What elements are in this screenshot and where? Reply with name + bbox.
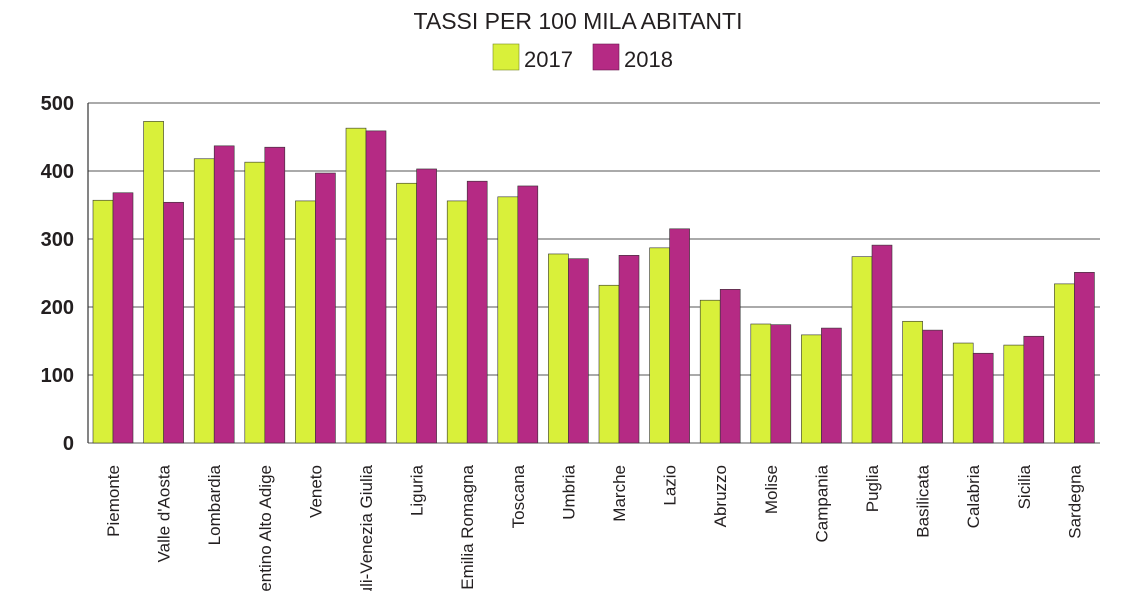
x-category-label: Sicilia [1015,464,1034,509]
bar-2017-sicilia [1003,344,1025,444]
bar-2017-sardegna [1054,283,1075,444]
x-category-label: Abruzzo [711,465,730,527]
y-tick-label: 500 [41,93,74,115]
y-tick-label: 300 [41,229,74,251]
bar-2017-lombardia [193,158,215,444]
bar-2017-umbria [548,253,569,444]
bar-2017-campania [801,334,822,444]
x-category-label: Basilicata [914,464,933,537]
x-category-label: Piemonte [104,465,123,537]
bar-2017-basilicata [902,320,923,444]
x-category-label: Calabria [964,464,983,528]
bar-2017-calabria [952,342,974,444]
bar-2018-lombardia [213,145,235,444]
bar-2017-puglia [851,256,873,444]
x-category-label: Lombardia [205,464,224,545]
bar-2018-valle-d-aosta [163,201,184,444]
bar-2017-liguria [396,182,417,444]
bar-2018-veneto [315,172,336,444]
y-tick-label: 100 [41,365,74,387]
x-category-label: Liguria [408,464,427,516]
bar-2018-basilicata [922,329,943,444]
bar-2017-marche [598,284,620,444]
bar-2018-trentino-alto-adige [264,146,286,444]
bar-2018-emilia-romagna [466,180,488,444]
bar-2017-emilia-romagna [446,200,468,444]
bar-2018-abruzzo [719,289,741,444]
legend-label-2018: 2018 [624,47,673,72]
bar-2018-umbria [568,258,589,444]
legend-swatch-2018 [592,43,620,71]
x-category-label: Lazio [661,465,680,506]
x-category-label: Marche [610,465,629,522]
x-category-label: Trentino Alto Adige [256,465,275,591]
bar-2017-piemonte [92,199,114,444]
bar-2018-toscana [517,185,539,444]
x-category-label: Molise [762,465,781,514]
bar-2018-lazio [669,228,690,444]
bar-2017-toscana [497,196,519,444]
bar-2018-puglia [871,244,893,444]
bar-2018-marche [618,255,640,444]
x-category-label: Campania [812,464,831,542]
bar-2018-molise [770,324,792,444]
x-category-label: Friuli-Venezia Giulia [357,464,376,591]
bar-2017-friuli-venezia-giulia [345,127,367,444]
x-category-label: Toscana [509,464,528,528]
bar-2017-trentino-alto-adige [244,161,266,444]
x-category-label: Valle d'Aosta [155,464,174,562]
bar-2017-veneto [295,200,316,444]
chart-title: TASSI PER 100 MILA ABITANTI [414,8,743,34]
x-category-label: Veneto [306,465,325,518]
bar-2018-sardegna [1074,272,1095,444]
legend-swatch-2017 [492,43,520,71]
y-tick-label: 0 [63,433,74,455]
x-category-label: Emilia Romagna [458,464,477,589]
legend-label-2017: 2017 [524,47,573,72]
bar-2018-calabria [972,352,994,444]
bar-2018-friuli-venezia-giulia [365,130,387,444]
bar-2017-abruzzo [699,299,721,444]
y-tick-label: 400 [41,161,74,183]
bar-2017-lazio [649,247,670,444]
bar-2018-liguria [416,168,437,444]
y-tick-label: 200 [41,297,74,319]
x-category-label: Umbria [559,464,578,519]
bar-2017-molise [750,323,772,444]
bar-2018-piemonte [112,192,134,444]
x-category-label: Puglia [863,464,882,512]
bar-2018-campania [821,327,842,444]
legend: 2017 2018 [492,43,673,72]
x-category-label: Sardegna [1065,464,1084,538]
bar-2018-sicilia [1023,335,1045,444]
bar-2017-valle-d-aosta [143,121,164,444]
